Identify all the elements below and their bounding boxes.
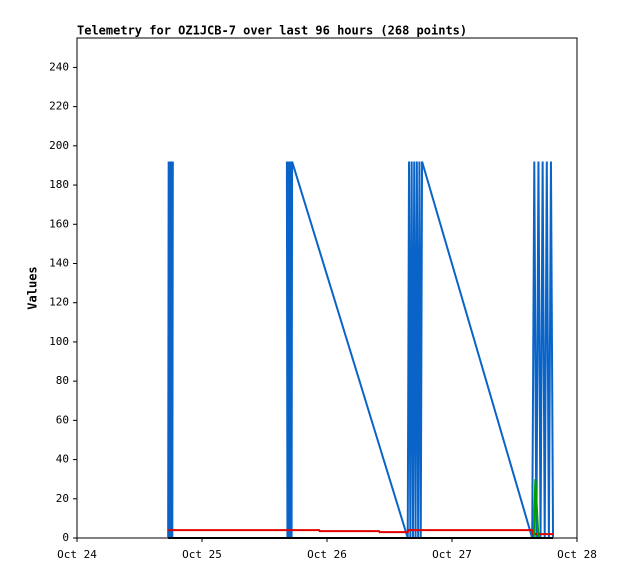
- series-line: [167, 161, 555, 539]
- y-axis-label: Values: [26, 266, 40, 309]
- y-tick-label: 20: [56, 492, 69, 505]
- x-tick-label: Oct 25: [182, 548, 222, 561]
- y-tick-label: 240: [49, 60, 69, 73]
- y-tick-label: 140: [49, 256, 69, 269]
- y-tick-label: 120: [49, 296, 69, 309]
- y-tick-label: 160: [49, 217, 69, 230]
- y-tick-label: 180: [49, 178, 69, 191]
- series-line: [532, 479, 540, 539]
- y-tick-label: 60: [56, 413, 69, 426]
- x-tick-label: Oct 27: [432, 548, 472, 561]
- x-tick-label: Oct 26: [307, 548, 347, 561]
- x-tick-label: Oct 28: [557, 548, 597, 561]
- series-line: [168, 529, 554, 536]
- y-tick-label: 220: [49, 100, 69, 113]
- y-tick-label: 40: [56, 453, 69, 466]
- y-tick-label: 0: [62, 531, 69, 544]
- x-tick-label: Oct 24: [57, 548, 97, 561]
- y-tick-label: 100: [49, 335, 69, 348]
- y-tick-label: 80: [56, 374, 69, 387]
- chart-title: Telemetry for OZ1JCB-7 over last 96 hour…: [77, 24, 467, 38]
- y-tick-label: 200: [49, 139, 69, 152]
- plot-frame: [76, 37, 578, 539]
